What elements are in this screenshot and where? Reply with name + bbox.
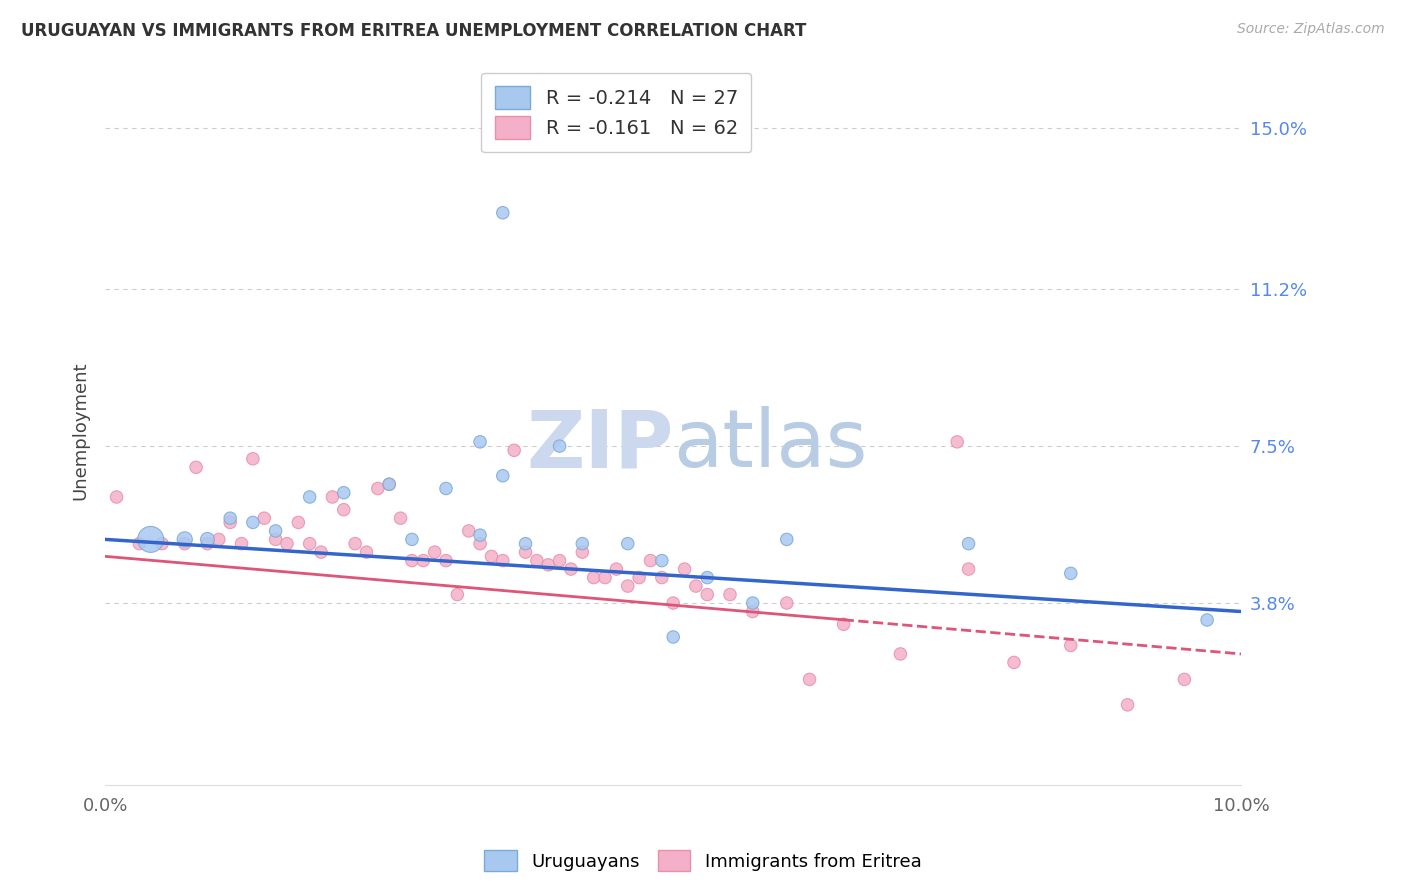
Point <box>264 524 287 538</box>
Point <box>367 482 389 496</box>
Point <box>571 545 593 559</box>
Point <box>401 533 423 547</box>
Text: Source: ZipAtlas.com: Source: ZipAtlas.com <box>1237 22 1385 37</box>
Point <box>957 562 980 576</box>
Point <box>298 536 321 550</box>
Point <box>492 206 515 220</box>
Point <box>298 490 321 504</box>
Point <box>548 553 571 567</box>
Legend: R = -0.214   N = 27, R = -0.161   N = 62: R = -0.214 N = 27, R = -0.161 N = 62 <box>481 72 751 153</box>
Point <box>264 533 287 547</box>
Point <box>219 511 242 525</box>
Point <box>1060 566 1083 581</box>
Point <box>197 533 219 547</box>
Point <box>173 533 195 547</box>
Point <box>492 553 515 567</box>
Point <box>515 545 537 559</box>
Point <box>128 536 150 550</box>
Point <box>412 553 434 567</box>
Point <box>468 434 491 449</box>
Point <box>332 485 354 500</box>
Point <box>378 477 401 491</box>
Point <box>957 536 980 550</box>
Point <box>776 596 799 610</box>
Point <box>468 528 491 542</box>
Point <box>1173 673 1195 687</box>
Point <box>1002 656 1025 670</box>
Point <box>242 516 264 530</box>
Point <box>560 562 582 576</box>
Point <box>1116 698 1139 712</box>
Point <box>662 596 685 610</box>
Point <box>640 553 662 567</box>
Point <box>799 673 821 687</box>
Point <box>309 545 332 559</box>
Point <box>548 439 571 453</box>
Point <box>332 502 354 516</box>
Point <box>276 536 298 550</box>
Point <box>616 579 638 593</box>
Point <box>889 647 911 661</box>
Point <box>685 579 707 593</box>
Point <box>503 443 526 458</box>
Point <box>718 588 741 602</box>
Point <box>481 549 503 564</box>
Point <box>776 533 799 547</box>
Point <box>537 558 560 572</box>
Point <box>593 571 616 585</box>
Point <box>434 482 457 496</box>
Point <box>139 533 162 547</box>
Text: atlas: atlas <box>673 407 868 484</box>
Point <box>242 451 264 466</box>
Point <box>468 536 491 550</box>
Point <box>651 553 673 567</box>
Point <box>946 434 969 449</box>
Point <box>582 571 605 585</box>
Point <box>253 511 276 525</box>
Point <box>321 490 343 504</box>
Point <box>219 516 242 530</box>
Point <box>662 630 685 644</box>
Point <box>571 536 593 550</box>
Point <box>423 545 446 559</box>
Point <box>457 524 479 538</box>
Point <box>696 588 718 602</box>
Point <box>832 617 855 632</box>
Point <box>1060 639 1083 653</box>
Point <box>651 571 673 585</box>
Legend: Uruguayans, Immigrants from Eritrea: Uruguayans, Immigrants from Eritrea <box>477 843 929 879</box>
Point <box>389 511 412 525</box>
Point <box>197 536 219 550</box>
Point <box>605 562 627 576</box>
Point <box>378 477 401 491</box>
Point <box>696 571 718 585</box>
Point <box>173 536 195 550</box>
Point <box>208 533 231 547</box>
Point <box>150 536 173 550</box>
Point <box>184 460 207 475</box>
Point <box>526 553 548 567</box>
Point <box>616 536 638 550</box>
Point <box>492 468 515 483</box>
Text: ZIP: ZIP <box>526 407 673 484</box>
Point <box>231 536 253 550</box>
Point <box>673 562 696 576</box>
Point <box>741 605 763 619</box>
Text: URUGUAYAN VS IMMIGRANTS FROM ERITREA UNEMPLOYMENT CORRELATION CHART: URUGUAYAN VS IMMIGRANTS FROM ERITREA UNE… <box>21 22 807 40</box>
Point <box>446 588 468 602</box>
Point <box>515 536 537 550</box>
Y-axis label: Unemployment: Unemployment <box>72 362 89 500</box>
Point <box>344 536 367 550</box>
Point <box>741 596 763 610</box>
Point <box>356 545 378 559</box>
Point <box>401 553 423 567</box>
Point <box>105 490 128 504</box>
Point <box>628 571 651 585</box>
Point <box>434 553 457 567</box>
Point <box>1197 613 1219 627</box>
Point <box>287 516 309 530</box>
